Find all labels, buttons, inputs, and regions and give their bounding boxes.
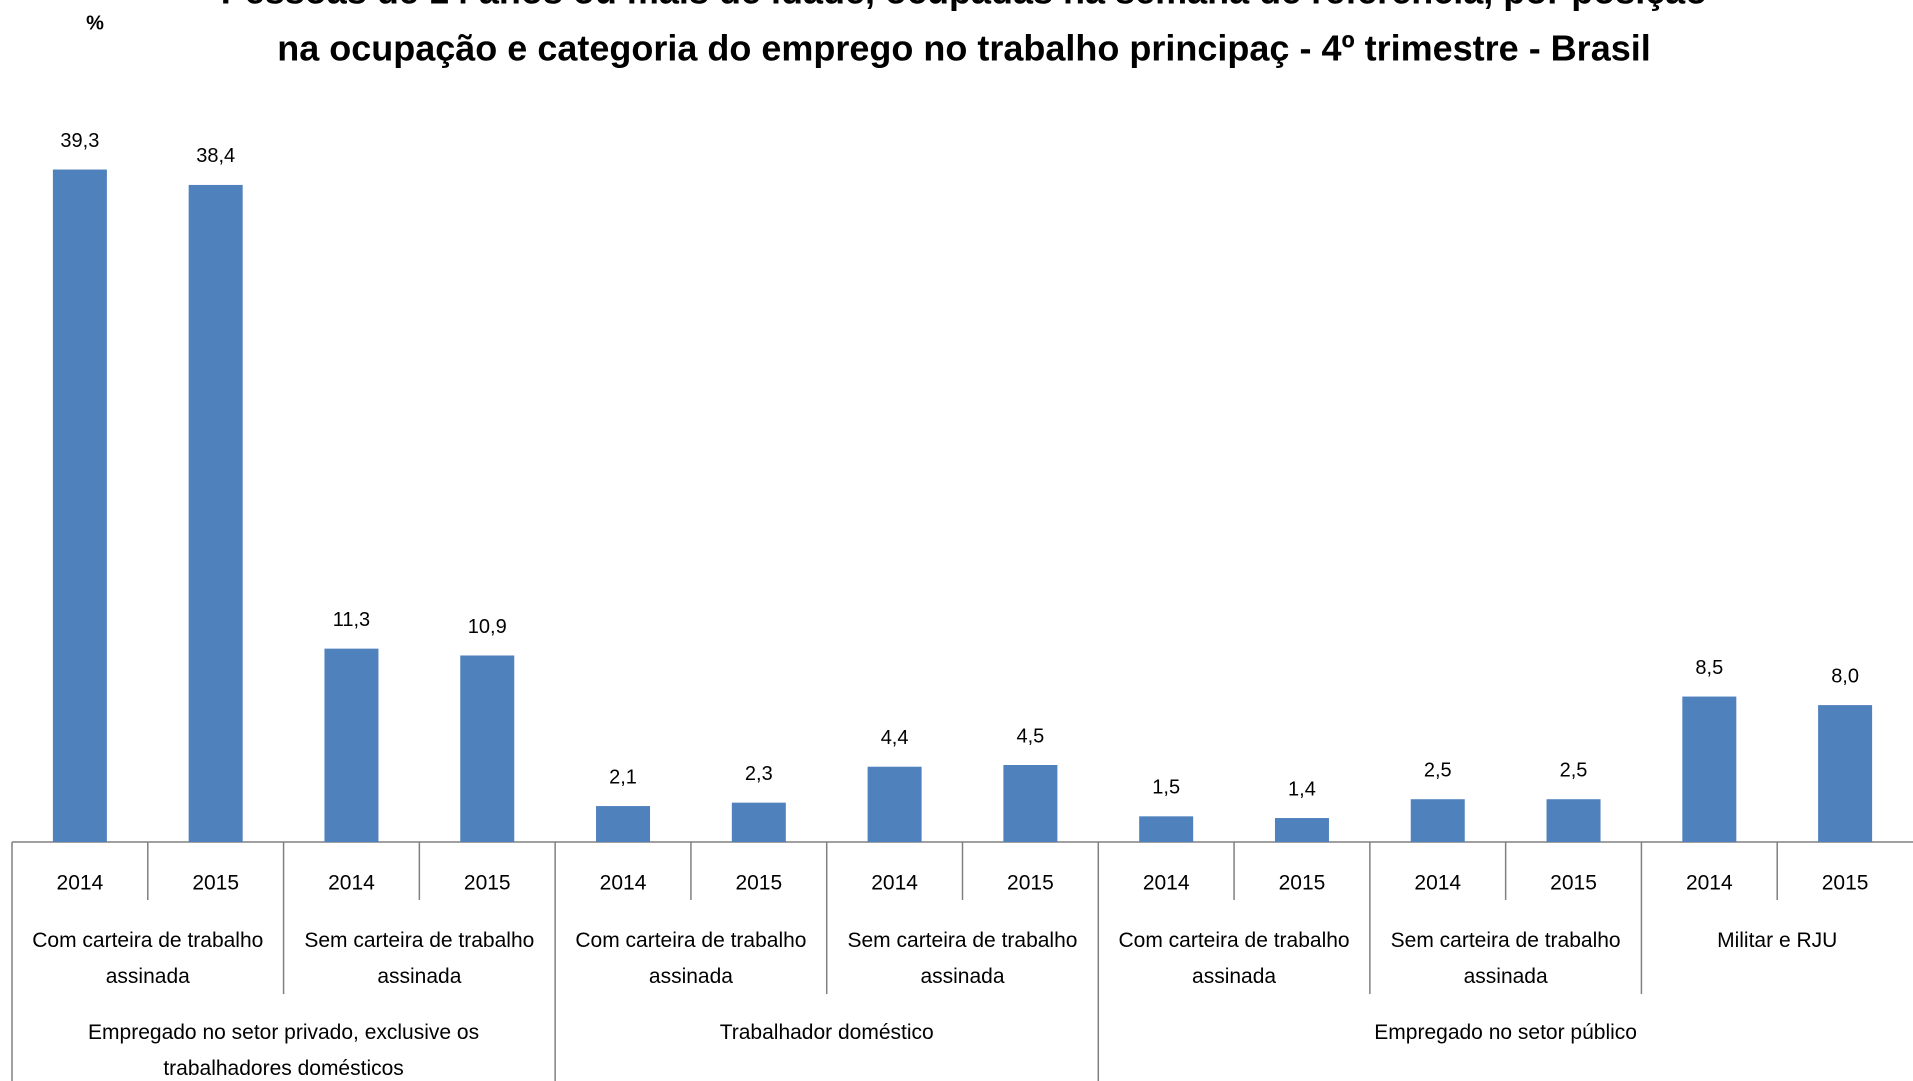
x-tick-label: 2014 [328,872,375,895]
bar [1003,765,1058,842]
chart-title: na ocupação e categoria do emprego no tr… [277,28,1651,69]
x-tick-label: 2014 [871,872,918,895]
data-label: 1,5 [1152,777,1180,799]
bar [1546,799,1601,842]
data-label: 2,5 [1560,760,1588,782]
bar [460,655,515,842]
x-tick-label: 2014 [600,872,647,895]
data-label: 11,3 [333,609,370,631]
x-tick-label: 2015 [1007,872,1054,895]
x-tick-label: 2015 [192,872,239,895]
data-label: 1,4 [1288,778,1316,800]
data-label: 4,5 [1016,725,1044,747]
bar [731,802,786,842]
data-label: 4,4 [881,727,909,749]
bar [1139,816,1194,842]
data-label: 2,3 [745,763,773,785]
x-tick-label: 2015 [464,872,511,895]
bar [1682,696,1737,842]
bar [596,806,651,842]
bar [1274,818,1329,842]
group-label: Empregado no setor privado, exclusive os… [88,1021,480,1080]
subgroup-label: Sem carteira de trabalho assinada [304,929,535,988]
bar [188,184,243,842]
bar [324,648,379,842]
subgroup-label: Com carteira de trabalho assinada [575,929,807,988]
bar [1410,799,1465,842]
x-tick-label: 2014 [1686,872,1733,895]
x-tick-label: 2014 [1414,872,1461,895]
group-label: Empregado no setor público [1374,1021,1637,1044]
data-label: 2,1 [609,766,637,788]
data-label: 38,4 [196,145,235,167]
subgroup-label: Sem carteira de trabalho assinada [1390,929,1621,988]
data-label: 10,9 [468,616,507,638]
bar [867,766,922,842]
subgroup-label: Militar e RJU [1717,929,1838,952]
subgroup-label: Com carteira de trabalho assinada [32,929,264,988]
bar [1818,705,1873,842]
data-label: 8,0 [1831,665,1859,687]
data-label: 2,5 [1424,760,1452,782]
bar [52,169,107,843]
group-label: Trabalhador doméstico [719,1021,934,1044]
x-tick-label: 2015 [1822,872,1869,895]
x-tick-label: 2014 [57,872,104,895]
x-tick-label: 2015 [1550,872,1597,895]
x-tick-label: 2015 [735,872,782,895]
subgroup-label: Com carteira de trabalho assinada [1118,929,1350,988]
x-tick-label: 2015 [1279,872,1326,895]
data-label: 8,5 [1695,657,1723,679]
x-tick-label: 2014 [1143,872,1190,895]
subgroup-label: Sem carteira de trabalho assinada [847,929,1078,988]
chart-title: Pessoas de 14 anos ou mais de idade, ocu… [221,0,1708,12]
y-axis-label: % [86,12,104,34]
data-label: 39,3 [60,130,99,152]
